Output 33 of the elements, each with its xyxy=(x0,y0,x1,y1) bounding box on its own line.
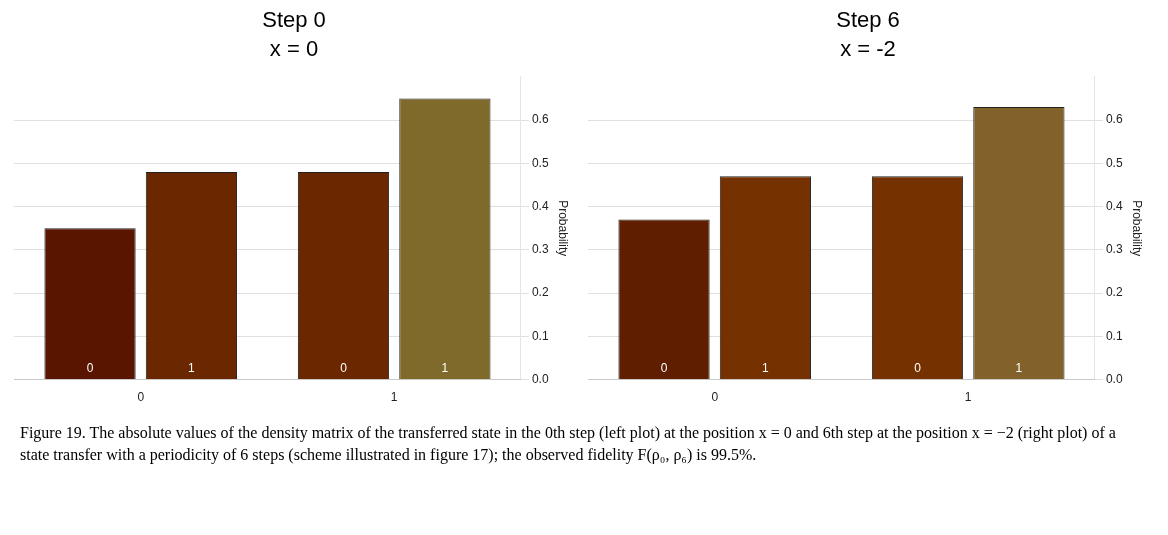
y-tick-label: 0.3 xyxy=(1105,242,1123,257)
category-label: 0 xyxy=(340,361,347,376)
x-tick-label: 1 xyxy=(964,390,972,405)
y-tick-label: 0.5 xyxy=(1105,155,1123,170)
chart-subtitle: x = 0 xyxy=(269,35,319,61)
y-axis-title: Probability xyxy=(1130,200,1145,257)
caption: Figure 19. The absolute values of the density matrix of the transferred state in the 0th step (left plot) at the position x = 0 and 6th step at the position x = −2 (right plot) of a state transfer with a periodicity of 6 steps (scheme illustrated in figure 17); the observed fidelity F(ρ₀, ρ₆) is 99.5%. xyxy=(19,423,1117,466)
y-tick-label: 0.5 xyxy=(531,155,549,170)
y-tick-label: 0.4 xyxy=(531,198,549,213)
y-tick-label: 0.0 xyxy=(1105,371,1123,386)
y-tick-label: 0.4 xyxy=(1105,198,1123,213)
y-tick-label: 0.2 xyxy=(531,285,549,300)
series-label: 0 xyxy=(660,361,668,376)
x-tick-label: 0 xyxy=(711,390,719,405)
y-tick-label: 0.2 xyxy=(1105,285,1123,300)
y-tick-label: 0.3 xyxy=(531,242,549,257)
series-label: 1 xyxy=(762,361,770,376)
chart-subtitle: x = -2 xyxy=(840,35,896,61)
chart-title: Step 0 xyxy=(262,7,326,33)
y-tick-label: 0.0 xyxy=(531,371,549,386)
y-tick-label: 0.6 xyxy=(531,112,549,127)
chart-title: Step 6 xyxy=(836,7,900,33)
series-label: 0 xyxy=(86,361,94,376)
category-label: 1 xyxy=(441,361,449,376)
category-label: 1 xyxy=(1015,361,1023,376)
y-tick-label: 0.6 xyxy=(1105,112,1123,127)
y-tick-label: 0.1 xyxy=(531,328,549,343)
category-label: 0 xyxy=(914,361,921,376)
x-tick-label: 0 xyxy=(137,390,145,405)
x-tick-label: 1 xyxy=(390,390,398,405)
y-tick-label: 0.1 xyxy=(1105,328,1123,343)
y-axis-title: Probability xyxy=(556,200,571,257)
series-label: 1 xyxy=(188,361,196,376)
